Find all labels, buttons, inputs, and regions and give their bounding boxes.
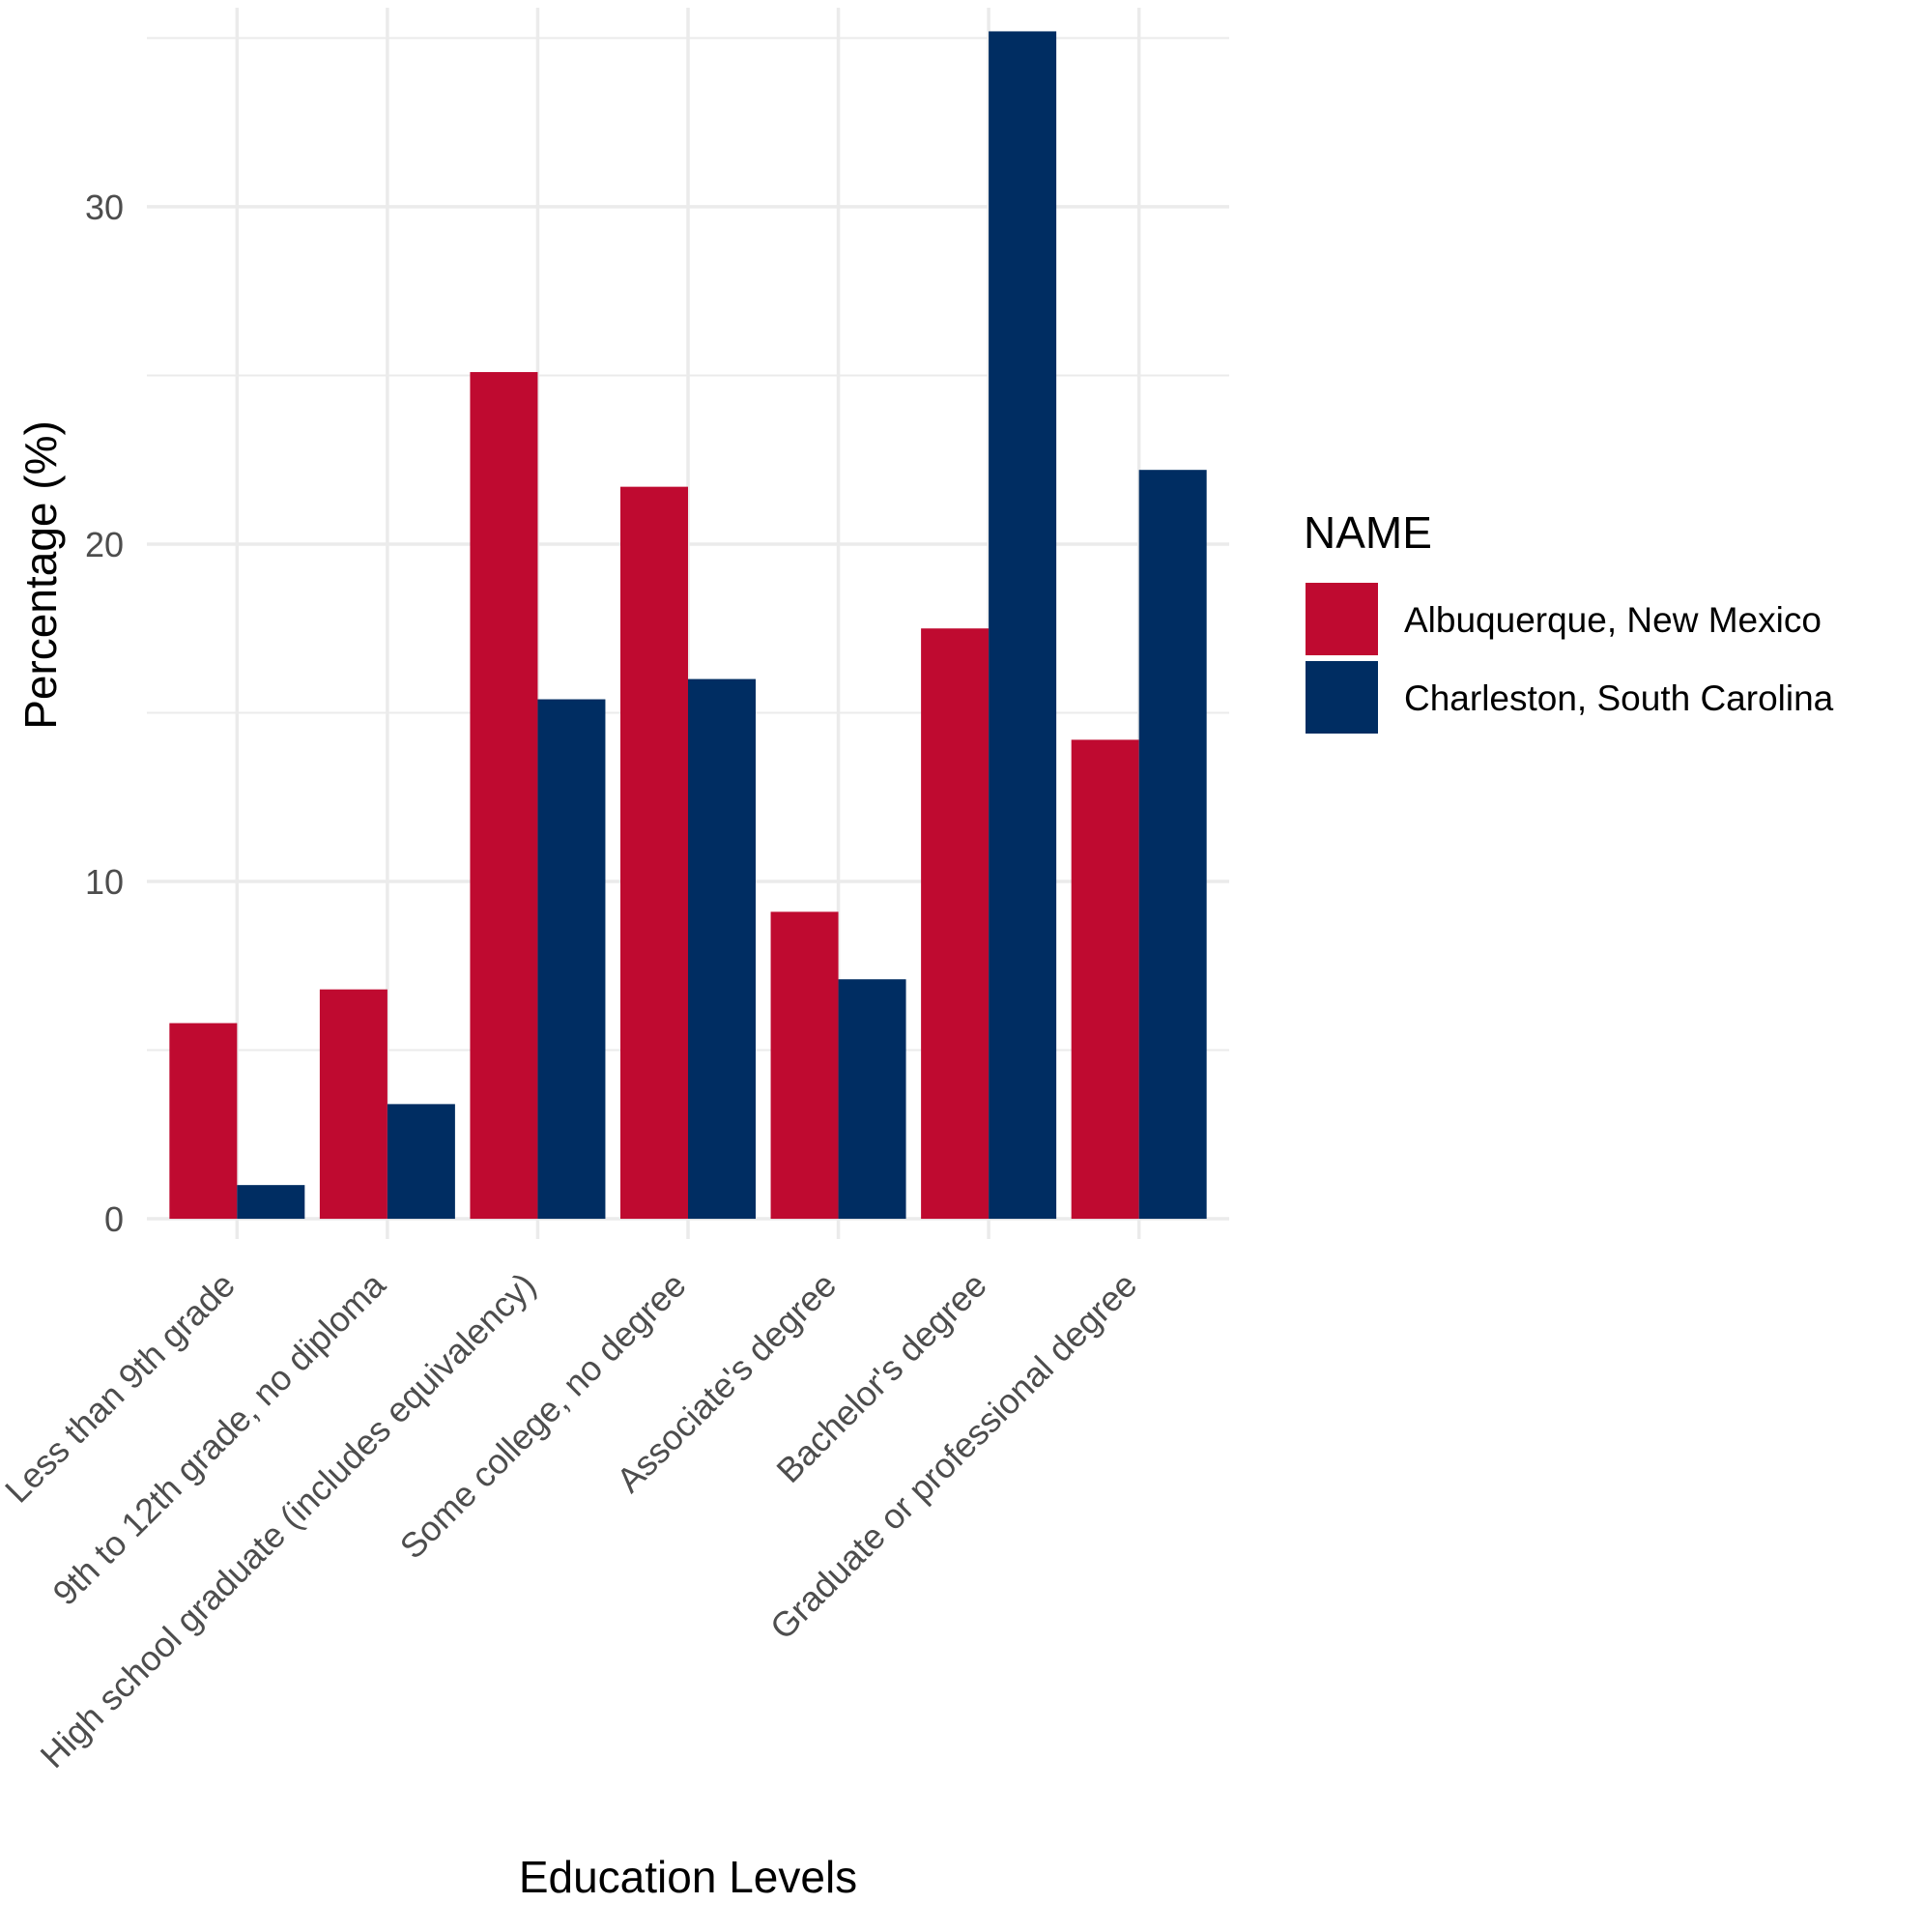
bar (319, 989, 387, 1220)
legend: NAME Albuquerque, New Mexico Charleston, … (1304, 507, 1834, 734)
x-tick-label: Some college, no degree (392, 1265, 694, 1567)
y-tick-label: 30 (85, 187, 124, 227)
x-axis-title: Education Levels (519, 1852, 857, 1902)
y-tick-label: 10 (85, 862, 124, 902)
y-tick-label: 20 (85, 525, 124, 564)
bar (1071, 739, 1139, 1220)
y-axis-title: Percentage (%) (15, 420, 66, 730)
legend-title: NAME (1304, 507, 1432, 558)
legend-swatch (1306, 583, 1378, 655)
bar (169, 1023, 238, 1220)
bar (537, 699, 606, 1220)
bars (169, 31, 1207, 1220)
bar (387, 1104, 455, 1220)
bar (688, 678, 756, 1220)
y-axis-ticks: 0 10 20 30 (85, 187, 124, 1239)
legend-label: Albuquerque, New Mexico (1404, 600, 1822, 640)
bar (921, 628, 990, 1220)
legend-swatch (1306, 661, 1378, 734)
legend-items: Albuquerque, New Mexico Charleston, South… (1306, 583, 1834, 734)
bar (470, 371, 538, 1220)
bar (237, 1185, 305, 1220)
bar (1138, 470, 1207, 1220)
bar (620, 486, 688, 1220)
bar (989, 31, 1057, 1220)
y-tick-label: 0 (104, 1199, 124, 1239)
legend-label: Charleston, South Carolina (1404, 678, 1834, 718)
bar (770, 911, 839, 1220)
bar (838, 979, 906, 1220)
